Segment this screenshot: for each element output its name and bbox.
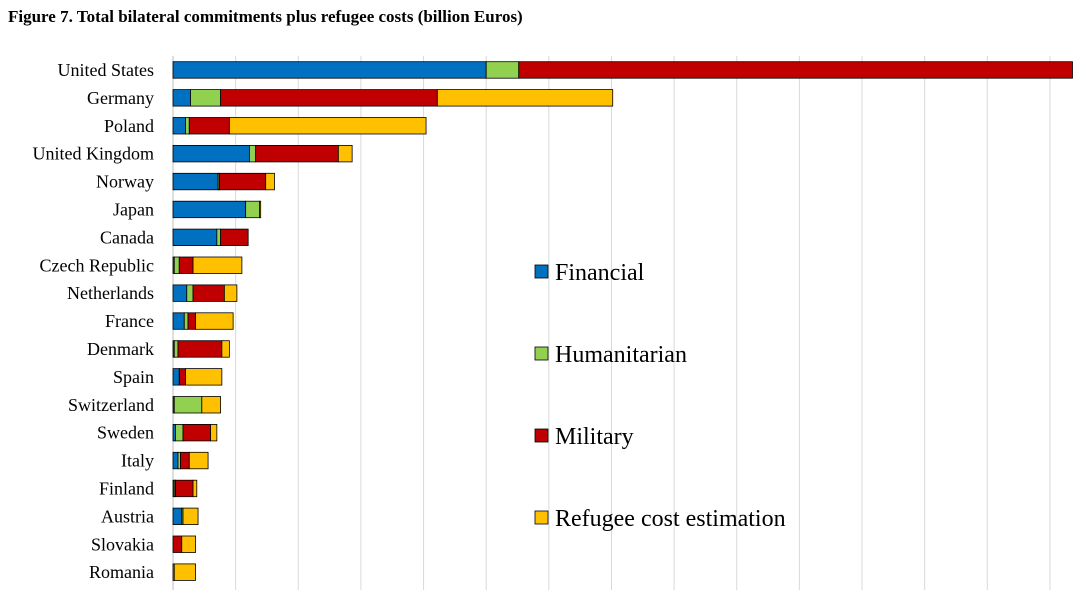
bar-segment-humanitarian xyxy=(173,256,180,274)
bar-segment-financial xyxy=(172,200,247,219)
category-label: Switzerland xyxy=(68,395,154,415)
bar-segment-military xyxy=(180,451,190,470)
bar-segment-humanitarian xyxy=(245,200,260,219)
bar-segment-military xyxy=(175,479,194,498)
legend-label: Military xyxy=(555,424,634,450)
bar-segment-financial xyxy=(172,312,185,330)
bar-segment-refugee-cost-estimation xyxy=(210,423,218,442)
category-label: Sweden xyxy=(97,423,154,443)
category-label: United Kingdom xyxy=(33,144,155,164)
bar-segment-military xyxy=(187,312,196,330)
bar-segment-refugee-cost-estimation xyxy=(192,256,243,274)
category-label: Canada xyxy=(100,227,154,247)
category-label: Japan xyxy=(113,199,154,219)
bar-segments xyxy=(172,61,1073,581)
bar-segment-military xyxy=(518,61,1073,79)
bar-segment-humanitarian xyxy=(186,284,194,302)
bar-segment-refugee-cost-estimation xyxy=(436,89,614,107)
bar-segment-humanitarian xyxy=(485,61,520,79)
category-label: Romania xyxy=(89,562,154,582)
bar-segment-refugee-cost-estimation xyxy=(265,172,275,191)
category-label: Finland xyxy=(99,478,154,498)
category-label: Poland xyxy=(104,116,154,136)
bar-segment-military xyxy=(182,423,211,442)
bar-segment-humanitarian xyxy=(185,117,190,135)
bar-segment-military xyxy=(220,228,249,247)
category-label: United States xyxy=(58,60,155,80)
category-label: Germany xyxy=(87,88,154,108)
bar-segment-refugee-cost-estimation xyxy=(195,312,234,330)
bar-segment-financial xyxy=(172,172,219,191)
bar-segment-refugee-cost-estimation xyxy=(337,144,353,163)
legend-label: Financial xyxy=(555,260,645,286)
category-label: Denmark xyxy=(87,339,154,359)
bar-segment-military xyxy=(172,535,183,553)
legend-swatch xyxy=(534,346,549,361)
bar-segment-military xyxy=(178,368,186,386)
bar-segment-humanitarian xyxy=(183,312,189,330)
legend-label: Humanitarian xyxy=(555,342,687,368)
bar-segment-refugee-cost-estimation xyxy=(185,368,223,386)
legend-label: Refugee cost estimation xyxy=(555,506,786,532)
category-label: Czech Republic xyxy=(40,255,154,275)
bar-segment-humanitarian xyxy=(173,396,203,414)
bar-segment-refugee-cost-estimation xyxy=(188,451,209,470)
bar-segment-military xyxy=(177,340,223,358)
bar-segment-financial xyxy=(172,228,218,247)
bar-segment-financial xyxy=(172,284,188,302)
category-label: Austria xyxy=(101,506,154,526)
bar-segment-humanitarian xyxy=(249,144,257,163)
chart-title: Figure 7. Total bilateral commitments pl… xyxy=(8,7,523,26)
category-label: Netherlands xyxy=(67,283,154,303)
bar-segment-military xyxy=(220,89,438,107)
category-label: Slovakia xyxy=(91,534,154,554)
bar-segment-financial xyxy=(172,117,186,135)
gridlines xyxy=(172,56,1051,590)
bar-segment-military xyxy=(218,172,267,191)
bar-segment-refugee-cost-estimation xyxy=(182,507,199,526)
bar-segment-military xyxy=(178,256,194,274)
bar-segment-refugee-cost-estimation xyxy=(181,535,196,553)
bar-segment-refugee-cost-estimation xyxy=(192,479,198,498)
category-label: France xyxy=(105,311,154,331)
bar-segment-refugee-cost-estimation xyxy=(201,396,222,414)
bar-segment-financial xyxy=(172,368,180,386)
bar-segment-financial xyxy=(172,507,183,526)
category-label: Norway xyxy=(96,172,154,192)
bar-segment-financial xyxy=(172,61,487,79)
bar-segment-military xyxy=(188,117,230,135)
bar-segment-refugee-cost-estimation xyxy=(173,563,196,581)
legend-swatch xyxy=(534,264,549,279)
legend-swatch xyxy=(534,510,549,525)
bar-segment-financial xyxy=(172,89,191,107)
bar-segment-humanitarian xyxy=(173,340,179,358)
category-label: Italy xyxy=(121,451,154,471)
bar-segment-refugee-cost-estimation xyxy=(223,284,238,302)
bar-segment-military xyxy=(192,284,225,302)
bar-segment-humanitarian xyxy=(216,228,222,247)
legend-swatch xyxy=(534,428,549,443)
bar-segment-refugee-cost-estimation xyxy=(259,200,262,219)
bar-segment-humanitarian xyxy=(175,423,184,442)
bar-segment-financial xyxy=(172,451,179,470)
bar-segment-financial xyxy=(172,144,250,163)
bar-segment-humanitarian xyxy=(190,89,222,107)
legend: Financial Humanitarian Military Refugee cos… xyxy=(534,260,786,532)
category-label: Spain xyxy=(113,367,154,387)
bar-segment-military xyxy=(255,144,339,163)
category-labels: United States Germany Poland United Kingdom… xyxy=(33,60,155,582)
bar-segment-refugee-cost-estimation xyxy=(221,340,230,358)
bar-segment-refugee-cost-estimation xyxy=(228,117,427,135)
